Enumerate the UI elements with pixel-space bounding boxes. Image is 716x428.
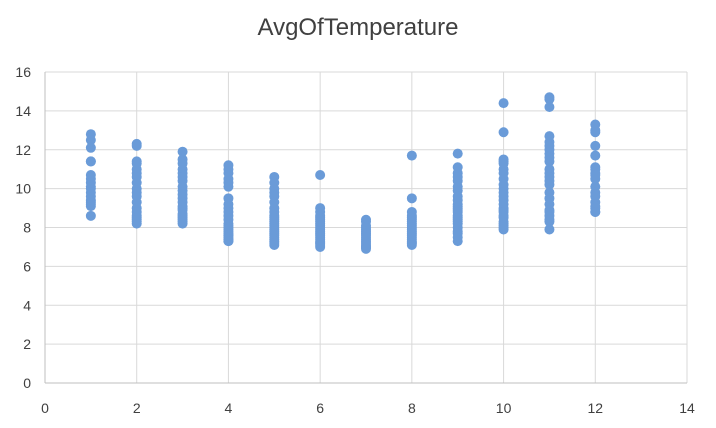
- data-point: [452, 148, 463, 159]
- data-point: [406, 239, 417, 250]
- data-point: [406, 193, 417, 204]
- data-point: [131, 218, 142, 229]
- x-tick-label: 10: [496, 400, 512, 416]
- y-tick-label: 8: [23, 220, 31, 236]
- data-point: [315, 241, 326, 252]
- x-tick-label: 0: [41, 400, 49, 416]
- data-point: [498, 224, 509, 235]
- y-tick-label: 6: [23, 258, 31, 274]
- chart-title: AvgOfTemperature: [257, 14, 459, 41]
- data-point: [131, 140, 142, 151]
- data-point: [590, 206, 601, 217]
- axes: [44, 72, 687, 384]
- data-point: [315, 170, 326, 181]
- y-tick-label: 12: [15, 142, 31, 158]
- data-point: [590, 127, 601, 138]
- data-point: [223, 236, 234, 247]
- data-point: [544, 101, 555, 112]
- data-point: [269, 239, 280, 250]
- data-point: [544, 216, 555, 227]
- data-point: [452, 236, 463, 247]
- data-point: [544, 179, 555, 190]
- tick-labels: 0 2 4 6 8 10 12 14 16 0 2 4 6 8 10 12 14: [15, 64, 695, 416]
- data-point: [85, 135, 96, 146]
- y-tick-label: 4: [23, 297, 31, 313]
- data-point: [590, 140, 601, 151]
- y-tick-label: 2: [23, 336, 31, 352]
- x-tick-label: 2: [133, 400, 141, 416]
- y-tick-label: 0: [23, 375, 31, 391]
- data-point: [177, 218, 188, 229]
- data-point: [590, 150, 601, 161]
- data-point: [85, 210, 96, 221]
- x-tick-label: 6: [316, 400, 324, 416]
- data-point: [361, 243, 371, 254]
- y-tick-label: 14: [15, 103, 31, 119]
- data-point: [223, 181, 234, 192]
- y-tick-label: 10: [15, 181, 31, 197]
- data-point: [590, 173, 601, 184]
- data-point: [85, 156, 96, 167]
- data-point: [544, 156, 555, 167]
- x-tick-label: 8: [408, 400, 416, 416]
- data-point: [406, 150, 417, 161]
- data-points: [85, 92, 601, 254]
- data-point: [85, 142, 96, 153]
- data-point: [85, 201, 96, 212]
- data-point: [544, 94, 555, 105]
- data-point: [544, 224, 555, 235]
- data-point: [177, 146, 188, 157]
- y-tick-label: 16: [15, 64, 31, 80]
- data-point: [498, 127, 509, 138]
- x-tick-label: 12: [587, 400, 603, 416]
- x-tick-label: 4: [225, 400, 233, 416]
- x-tick-label: 14: [679, 400, 695, 416]
- data-point: [498, 98, 509, 109]
